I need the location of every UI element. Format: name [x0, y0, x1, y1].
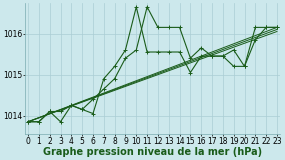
X-axis label: Graphe pression niveau de la mer (hPa): Graphe pression niveau de la mer (hPa)	[43, 147, 262, 157]
